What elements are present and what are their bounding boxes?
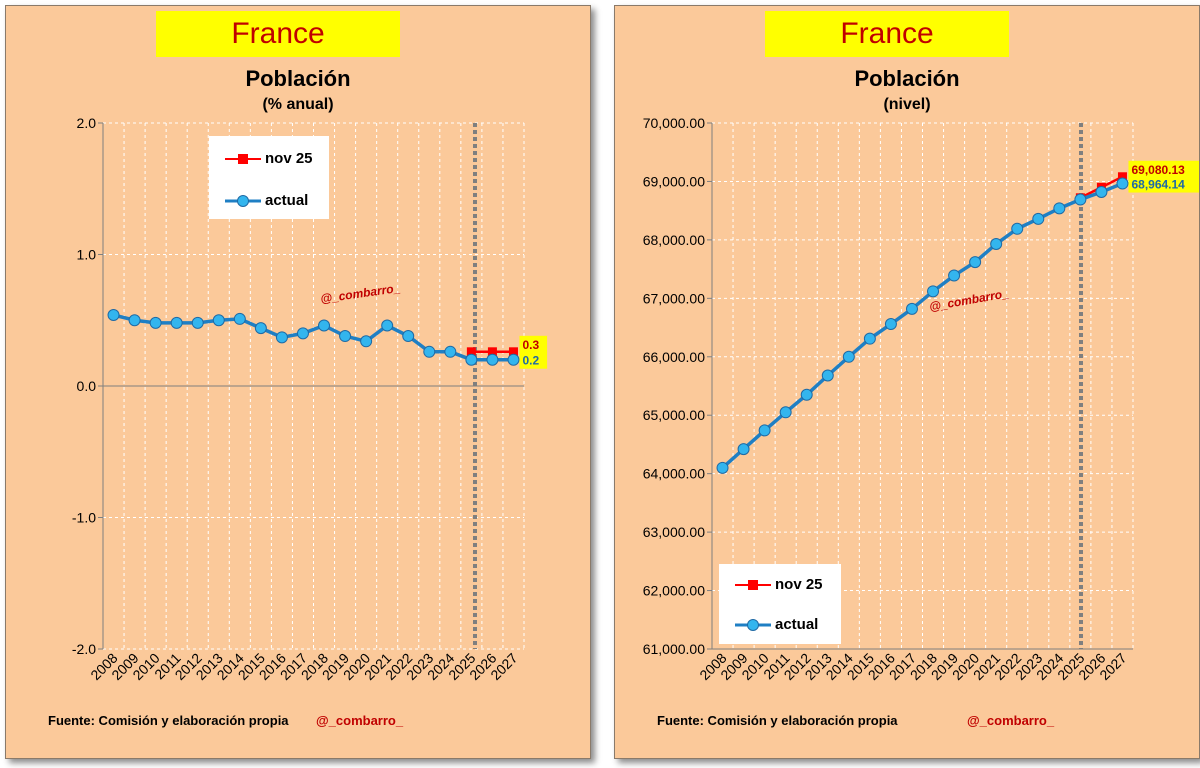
watermark-text: @_combarro_	[319, 281, 401, 306]
data-point-actual	[779, 406, 792, 419]
data-point-actual	[107, 308, 120, 321]
data-point-actual	[423, 345, 436, 358]
y-tick-label: 62,000.00	[643, 583, 705, 599]
author-handle: @_combarro_	[316, 713, 404, 728]
data-point-nov25	[1117, 172, 1127, 182]
data-point-actual	[1053, 202, 1066, 215]
end-label-box	[1128, 160, 1199, 178]
legend-label: nov 25	[265, 150, 313, 167]
chart-subtitle: (nivel)	[883, 96, 931, 113]
chart-panel-annual: France Población (% anual) 2.0 1.0 0.0 -1.0…	[5, 5, 591, 759]
data-point-actual	[800, 388, 813, 401]
legend: nov 25 actual	[719, 564, 841, 644]
y-tick-label: 67,000.00	[643, 290, 705, 306]
y-tick-label: -2.0	[72, 641, 96, 657]
y-tick-label: 1.0	[77, 247, 97, 263]
data-point-actual	[716, 461, 729, 474]
data-point-actual	[149, 316, 162, 329]
country-banner: France	[765, 11, 1009, 57]
data-point-actual	[381, 319, 394, 332]
data-point-actual	[842, 350, 855, 363]
legend-circle-marker-icon	[735, 619, 771, 631]
end-label-nov25: 69,080.13	[1131, 163, 1185, 177]
data-point-actual	[233, 312, 246, 325]
legend-label: actual	[265, 192, 309, 209]
source-note: Fuente: Comisión y elaboración propia	[48, 713, 289, 728]
line-chart-annual: 2.01.00.0-1.0-2.020082009201020112012201…	[72, 115, 548, 683]
y-tick-label: 66,000.00	[643, 349, 705, 365]
y-tick-label: 61,000.00	[643, 641, 705, 657]
data-point-actual	[905, 302, 918, 315]
legend-item-actual: actual	[719, 615, 841, 635]
y-tick-label: 63,000.00	[643, 524, 705, 540]
data-point-actual	[1011, 222, 1024, 235]
y-tick-label: 2.0	[77, 115, 97, 131]
data-point-actual	[191, 316, 204, 329]
data-point-actual	[507, 353, 520, 366]
end-label-box	[519, 351, 548, 369]
data-point-actual	[212, 314, 225, 327]
data-point-actual	[737, 443, 750, 456]
country-banner: France	[156, 11, 400, 57]
data-point-actual	[884, 318, 897, 331]
legend-label: actual	[775, 616, 819, 633]
legend-item-nov25: nov 25	[719, 575, 841, 595]
end-label-actual: 0.2	[522, 354, 539, 368]
data-point-actual	[863, 332, 876, 345]
chart-panel-level: France Población (nivel) 70,000.00 69,000…	[614, 5, 1200, 759]
data-point-actual	[170, 316, 183, 329]
data-point-actual	[1074, 193, 1087, 206]
data-point-actual	[318, 319, 331, 332]
data-point-actual	[254, 322, 267, 335]
y-tick-label: -1.0	[72, 510, 96, 526]
data-point-actual	[465, 353, 478, 366]
end-label-nov25: 0.3	[522, 338, 539, 352]
legend: nov 25 actual	[209, 136, 329, 219]
legend-circle-marker-icon	[225, 195, 261, 207]
y-tick-label: 70,000.00	[643, 115, 705, 131]
chart-title: Población	[245, 66, 351, 91]
line-chart-level: 70,000.00 69,000.00 68,000.00 67,000.00 66,0…	[643, 115, 1199, 683]
legend-label: nov 25	[775, 576, 823, 593]
data-point-actual	[444, 345, 457, 358]
y-tick-label: 69,000.00	[643, 173, 705, 189]
data-point-actual	[990, 237, 1003, 250]
legend-item-nov25: nov 25	[209, 149, 329, 169]
data-point-actual	[1095, 185, 1108, 198]
data-point-nov25	[487, 347, 497, 357]
data-point-actual	[758, 424, 771, 437]
data-point-actual	[821, 369, 834, 382]
data-point-actual	[948, 269, 961, 282]
author-handle: @_combarro_	[967, 713, 1055, 728]
legend-square-marker-icon	[225, 154, 261, 164]
source-note: Fuente: Comisión y elaboración propia	[657, 713, 898, 728]
data-point-nov25	[508, 347, 518, 357]
end-label-box	[1128, 175, 1199, 193]
end-label-actual: 68,964.14	[1131, 178, 1185, 192]
data-point-actual	[128, 314, 141, 327]
legend-square-marker-icon	[735, 580, 771, 590]
watermark-text: @_combarro_	[928, 286, 1010, 314]
y-tick-label: 0.0	[77, 378, 97, 394]
data-point-actual	[486, 353, 499, 366]
legend-item-actual: actual	[209, 191, 329, 211]
data-point-actual	[1116, 177, 1129, 190]
y-tick-label: 65,000.00	[643, 407, 705, 423]
end-label-box	[519, 335, 548, 353]
data-point-actual	[402, 330, 415, 343]
chart-title: Población	[854, 66, 960, 91]
y-tick-label: 64,000.00	[643, 466, 705, 482]
y-tick-label: 68,000.00	[643, 232, 705, 248]
data-point-actual	[969, 256, 982, 269]
data-point-actual	[275, 331, 288, 344]
data-point-actual	[360, 335, 373, 348]
data-point-nov25	[466, 347, 476, 357]
data-point-actual	[1032, 212, 1045, 225]
chart-subtitle: (% anual)	[262, 96, 334, 113]
data-point-actual	[296, 327, 309, 340]
data-point-actual	[927, 285, 940, 298]
data-point-actual	[339, 330, 352, 343]
